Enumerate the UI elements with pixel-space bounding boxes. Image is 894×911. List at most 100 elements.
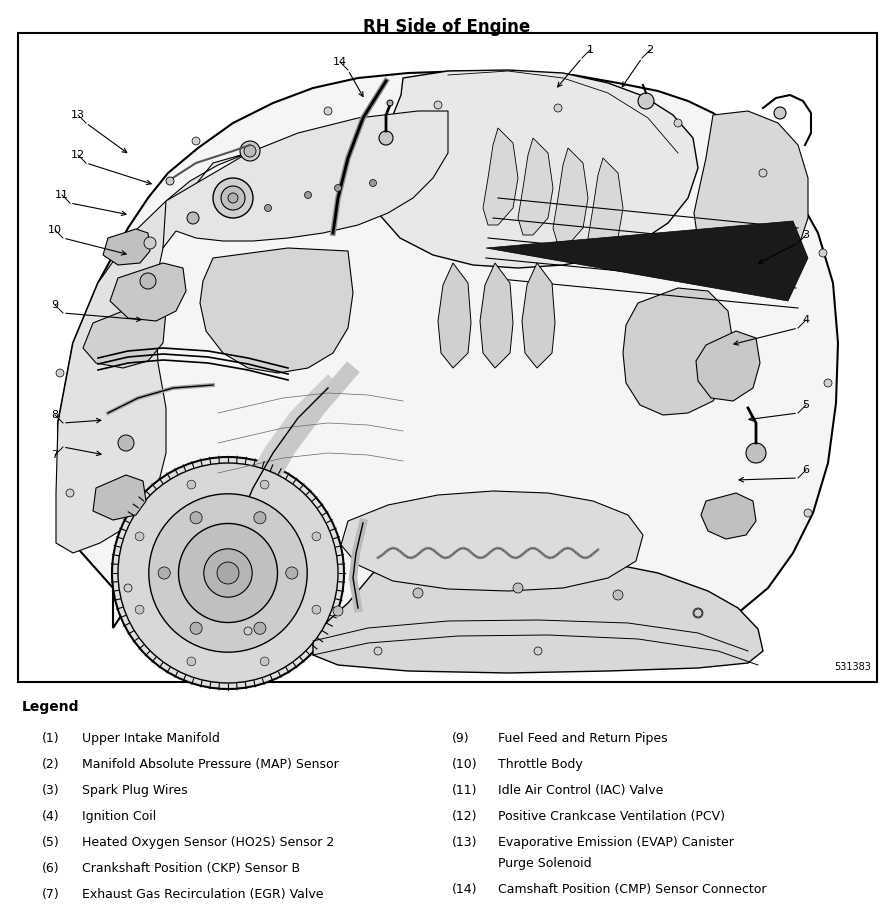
Circle shape	[118, 463, 338, 683]
Polygon shape	[93, 475, 146, 520]
Circle shape	[112, 457, 343, 689]
Circle shape	[244, 145, 256, 157]
Text: (3): (3)	[42, 784, 60, 797]
Polygon shape	[521, 263, 554, 368]
Circle shape	[434, 101, 442, 109]
Circle shape	[818, 249, 826, 257]
Bar	[18, 33, 876, 682]
Polygon shape	[485, 221, 807, 301]
Text: Purge Solenoid: Purge Solenoid	[497, 857, 591, 870]
Text: (4): (4)	[42, 810, 60, 823]
Circle shape	[254, 512, 266, 524]
Circle shape	[124, 584, 131, 592]
Text: 9: 9	[51, 300, 58, 310]
Circle shape	[803, 509, 811, 517]
Polygon shape	[483, 128, 518, 225]
Circle shape	[553, 104, 561, 112]
Polygon shape	[587, 158, 622, 255]
Circle shape	[369, 179, 376, 187]
Circle shape	[139, 273, 156, 289]
Polygon shape	[199, 248, 352, 373]
Polygon shape	[110, 263, 186, 321]
Circle shape	[135, 532, 144, 541]
Text: 1: 1	[586, 45, 593, 55]
Circle shape	[512, 583, 522, 593]
Polygon shape	[313, 555, 763, 673]
Text: RH Side of Engine: RH Side of Engine	[363, 18, 530, 36]
Text: (9): (9)	[451, 732, 469, 745]
Text: Spark Plug Wires: Spark Plug Wires	[82, 784, 188, 797]
Text: Fuel Feed and Return Pipes: Fuel Feed and Return Pipes	[497, 732, 667, 745]
Circle shape	[56, 369, 64, 377]
Circle shape	[118, 435, 134, 451]
Circle shape	[228, 193, 238, 203]
Text: (2): (2)	[42, 758, 60, 771]
Circle shape	[192, 137, 199, 145]
Circle shape	[637, 93, 654, 109]
Circle shape	[758, 169, 766, 177]
Circle shape	[178, 524, 277, 622]
Text: 5: 5	[802, 400, 808, 410]
Text: Evaporative Emission (EVAP) Canister: Evaporative Emission (EVAP) Canister	[497, 836, 733, 849]
Circle shape	[244, 627, 252, 635]
Polygon shape	[341, 491, 642, 591]
Text: (14): (14)	[451, 883, 477, 896]
Text: 13: 13	[71, 110, 85, 120]
Circle shape	[773, 107, 785, 119]
Circle shape	[216, 562, 239, 584]
Circle shape	[204, 548, 252, 598]
Circle shape	[312, 532, 320, 541]
Circle shape	[378, 131, 392, 145]
Text: (1): (1)	[42, 732, 60, 745]
Polygon shape	[622, 288, 732, 415]
Circle shape	[187, 657, 196, 666]
Polygon shape	[56, 153, 248, 553]
Circle shape	[692, 608, 702, 618]
Circle shape	[240, 141, 260, 161]
Circle shape	[412, 588, 423, 598]
Circle shape	[693, 609, 701, 617]
Text: Ignition Coil: Ignition Coil	[82, 810, 156, 823]
Polygon shape	[700, 493, 755, 539]
Circle shape	[254, 622, 266, 634]
Circle shape	[158, 567, 170, 579]
Text: Heated Oxygen Sensor (HO2S) Sensor 2: Heated Oxygen Sensor (HO2S) Sensor 2	[82, 836, 333, 849]
Text: Crankshaft Position (CKP) Sensor B: Crankshaft Position (CKP) Sensor B	[82, 862, 299, 875]
Text: Positive Crankcase Ventilation (PCV): Positive Crankcase Ventilation (PCV)	[497, 810, 724, 823]
Circle shape	[165, 177, 173, 185]
Circle shape	[374, 647, 382, 655]
Text: (11): (11)	[451, 784, 477, 797]
Polygon shape	[437, 263, 470, 368]
Circle shape	[333, 606, 342, 616]
Text: 11: 11	[55, 190, 69, 200]
Circle shape	[148, 494, 307, 652]
Circle shape	[190, 622, 202, 634]
Circle shape	[135, 605, 144, 614]
Circle shape	[534, 647, 542, 655]
Circle shape	[386, 100, 392, 106]
Text: 7: 7	[51, 450, 58, 460]
Circle shape	[66, 489, 74, 497]
Polygon shape	[163, 111, 448, 248]
Text: Legend: Legend	[22, 700, 80, 714]
Text: (6): (6)	[42, 862, 60, 875]
Polygon shape	[696, 331, 759, 401]
Circle shape	[265, 204, 271, 211]
Circle shape	[304, 191, 311, 199]
Text: Exhaust Gas Recirculation (EGR) Valve: Exhaust Gas Recirculation (EGR) Valve	[82, 888, 323, 901]
Circle shape	[823, 379, 831, 387]
Polygon shape	[58, 71, 837, 661]
Text: 531383: 531383	[833, 662, 870, 672]
Circle shape	[260, 480, 269, 489]
Text: Manifold Absolute Pressure (MAP) Sensor: Manifold Absolute Pressure (MAP) Sensor	[82, 758, 338, 771]
Circle shape	[673, 119, 681, 127]
Polygon shape	[367, 70, 697, 268]
Text: (13): (13)	[451, 836, 477, 849]
Circle shape	[612, 590, 622, 600]
Text: 6: 6	[802, 465, 808, 475]
Polygon shape	[693, 111, 807, 278]
Text: 10: 10	[48, 225, 62, 235]
Polygon shape	[552, 148, 587, 245]
Text: (12): (12)	[451, 810, 477, 823]
Circle shape	[334, 185, 342, 191]
